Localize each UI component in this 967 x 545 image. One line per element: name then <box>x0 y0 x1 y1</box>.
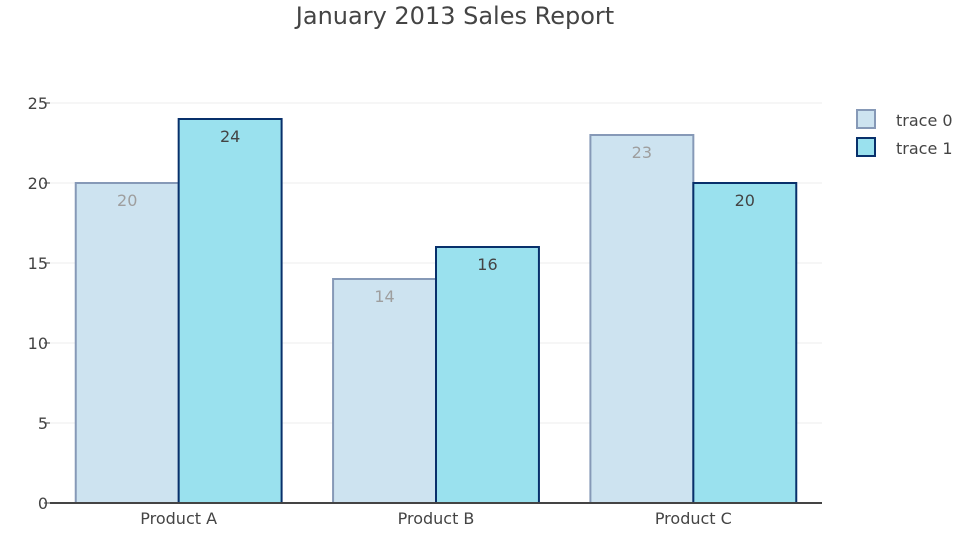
y-tick-label: 25 <box>28 94 48 113</box>
x-axis: Product A Product B Product C <box>50 502 822 528</box>
y-tick-label: 5 <box>38 414 48 433</box>
bar-trace-0-product-a[interactable] <box>74 182 180 504</box>
x-tick-label: Product B <box>398 509 475 528</box>
legend-swatch[interactable] <box>856 137 876 157</box>
y-axis: 0 5 10 15 20 25 <box>28 94 50 513</box>
bar-value-label: 14 <box>374 287 394 306</box>
y-tick-label: 0 <box>38 494 48 513</box>
legend-label[interactable]: trace 1 <box>896 139 953 158</box>
bar-value-label: 16 <box>477 255 497 274</box>
bar-trace-0-product-c[interactable] <box>589 134 695 504</box>
x-tick-label: Product A <box>140 509 217 528</box>
legend-label[interactable]: trace 0 <box>896 111 953 130</box>
bar-trace-0-product-b[interactable] <box>332 278 438 504</box>
bar-trace-1-product-c[interactable] <box>692 182 798 504</box>
legend[interactable]: trace 0 trace 1 <box>856 109 953 158</box>
y-tick-label: 10 <box>28 334 48 353</box>
y-tick-label: 20 <box>28 174 48 193</box>
bars: 20 24 14 16 23 20 <box>74 118 798 504</box>
bar-trace-1-product-b[interactable] <box>435 246 540 504</box>
bar-value-label: 20 <box>117 191 137 210</box>
x-tick-label: Product C <box>655 509 732 528</box>
bar-value-label: 24 <box>220 127 240 146</box>
legend-swatch[interactable] <box>856 109 876 129</box>
bar-value-label: 20 <box>735 191 755 210</box>
chart-title: January 2013 Sales Report <box>294 2 614 30</box>
bar-trace-1-product-a[interactable] <box>177 118 283 504</box>
bar-value-label: 23 <box>632 143 652 162</box>
y-tick-label: 15 <box>28 254 48 273</box>
